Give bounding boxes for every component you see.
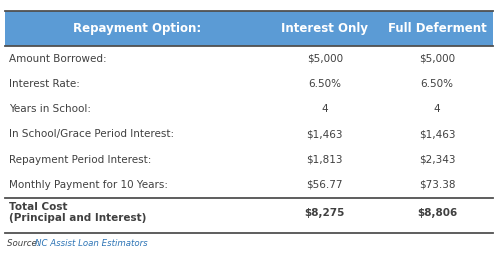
Text: Monthly Payment for 10 Years:: Monthly Payment for 10 Years: [9,180,168,190]
Text: 4: 4 [322,104,328,114]
Text: Amount Borrowed:: Amount Borrowed: [9,54,106,64]
Text: Source:: Source: [8,239,43,248]
Text: $56.77: $56.77 [306,180,343,190]
Text: $5,000: $5,000 [419,54,455,64]
Text: $8,275: $8,275 [304,208,345,218]
Text: NC Assist Loan Estimators: NC Assist Loan Estimators [36,239,148,248]
Text: $1,463: $1,463 [419,129,456,139]
Text: $1,463: $1,463 [306,129,343,139]
Text: Full Deferment: Full Deferment [388,22,486,35]
Text: 4: 4 [434,104,440,114]
Text: Interest Only: Interest Only [282,22,368,35]
Text: Repayment Option:: Repayment Option: [72,22,201,35]
Text: $5,000: $5,000 [306,54,343,64]
Text: 6.50%: 6.50% [308,79,342,89]
Text: 6.50%: 6.50% [420,79,454,89]
FancyBboxPatch shape [5,11,493,46]
Text: $1,813: $1,813 [306,155,343,165]
Text: $2,343: $2,343 [419,155,456,165]
Text: Total Cost
(Principal and Interest): Total Cost (Principal and Interest) [9,202,146,224]
Text: In School/Grace Period Interest:: In School/Grace Period Interest: [9,129,174,139]
Text: Interest Rate:: Interest Rate: [9,79,80,89]
Text: $8,806: $8,806 [417,208,457,218]
Text: Years in School:: Years in School: [9,104,91,114]
Text: Repayment Period Interest:: Repayment Period Interest: [9,155,152,165]
Text: $73.38: $73.38 [419,180,456,190]
